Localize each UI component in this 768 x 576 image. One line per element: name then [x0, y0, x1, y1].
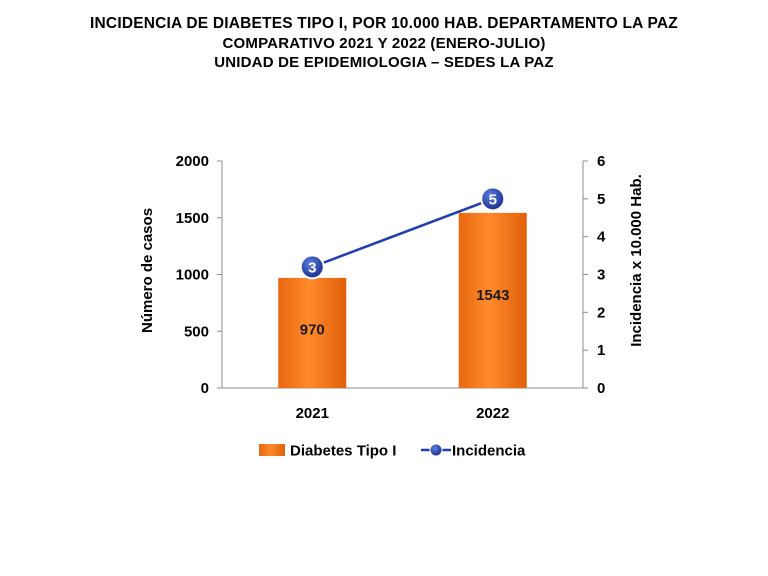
axes-group: 0 500 1000 1500 2000 0 1 2 3 4 5 6 Número de casos In… — [139, 153, 645, 422]
incidence-point-label: 5 — [489, 191, 497, 208]
y-right-tick-label: 2 — [597, 304, 605, 321]
y-right-tick-label: 5 — [597, 191, 605, 208]
y-right-tick-label: 6 — [597, 153, 605, 170]
y-left-tick-label: 1000 — [176, 267, 209, 284]
incidence-point-label: 3 — [308, 259, 316, 276]
y-right-tick-label: 4 — [597, 229, 606, 246]
legend: Diabetes Tipo I Incidencia — [259, 443, 526, 460]
legend-label-bar: Diabetes Tipo I — [290, 443, 396, 460]
y-right-tick-label: 0 — [597, 380, 605, 397]
bar-2021 — [278, 277, 347, 388]
incidence-point — [480, 186, 506, 212]
chart-title-line-1: INCIDENCIA DE DIABETES TIPO I, POR 10.00… — [90, 15, 678, 32]
legend-swatch-bar — [259, 444, 285, 456]
legend-swatch-marker — [429, 443, 443, 457]
x-tick-label: 2022 — [476, 405, 509, 422]
legend-label-line: Incidencia — [452, 443, 526, 460]
y-right-tick-label: 3 — [597, 267, 605, 284]
y-left-tick-label: 2000 — [176, 153, 209, 170]
incidence-point — [299, 254, 325, 280]
chart-title-line-2: COMPARATIVO 2021 Y 2022 (ENERO-JULIO) — [222, 35, 546, 52]
bar-data-label: 1543 — [476, 287, 509, 304]
incidence-line — [311, 197, 494, 269]
bar-data-label: 970 — [300, 322, 325, 339]
y-left-axis-title: Número de casos — [139, 208, 156, 333]
y-right-axis-title: Incidencia x 10.000 Hab. — [628, 174, 645, 347]
y-left-tick-label: 500 — [184, 323, 209, 340]
bars-group: 970 1543 — [278, 212, 527, 388]
chart-title-block: INCIDENCIA DE DIABETES TIPO I, POR 10.00… — [0, 14, 768, 72]
incidence-line-group: 35 — [299, 186, 506, 280]
bar-2022 — [458, 212, 527, 388]
x-tick-label: 2021 — [296, 405, 329, 422]
y-left-tick-label: 0 — [201, 380, 209, 397]
y-right-tick-label: 1 — [597, 342, 605, 359]
chart-title-line-3: UNIDAD DE EPIDEMIOLOGIA – SEDES LA PAZ — [214, 54, 554, 71]
y-left-tick-label: 1500 — [176, 210, 209, 227]
